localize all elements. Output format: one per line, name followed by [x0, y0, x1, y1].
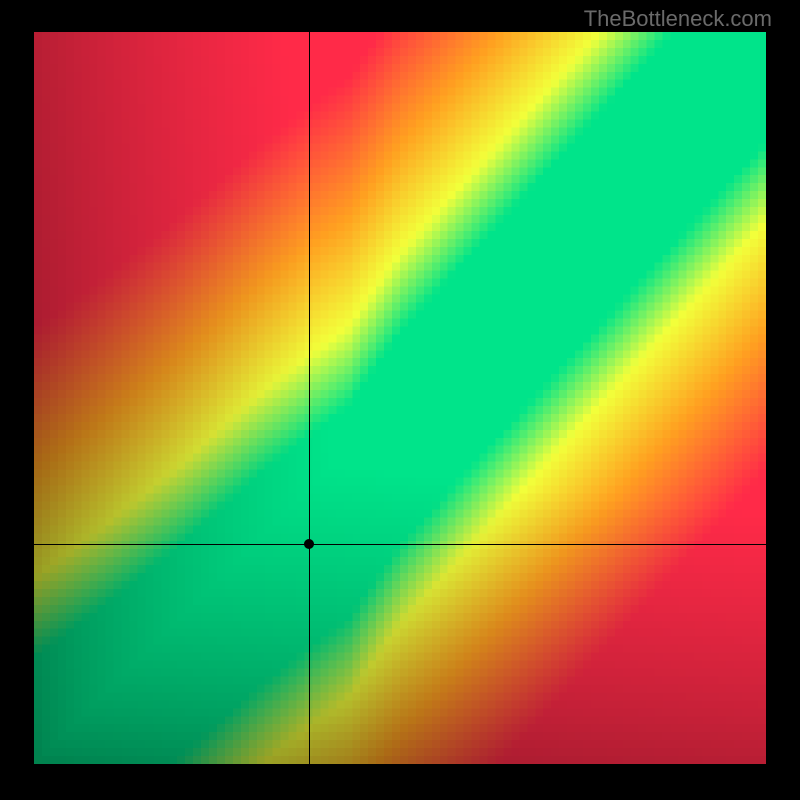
watermark-text: TheBottleneck.com [584, 6, 772, 32]
crosshair-horizontal [34, 544, 766, 545]
heatmap-canvas [34, 32, 766, 764]
crosshair-vertical [309, 32, 310, 764]
chart-container: TheBottleneck.com [0, 0, 800, 800]
plot-area [34, 32, 766, 764]
crosshair-dot [304, 539, 314, 549]
